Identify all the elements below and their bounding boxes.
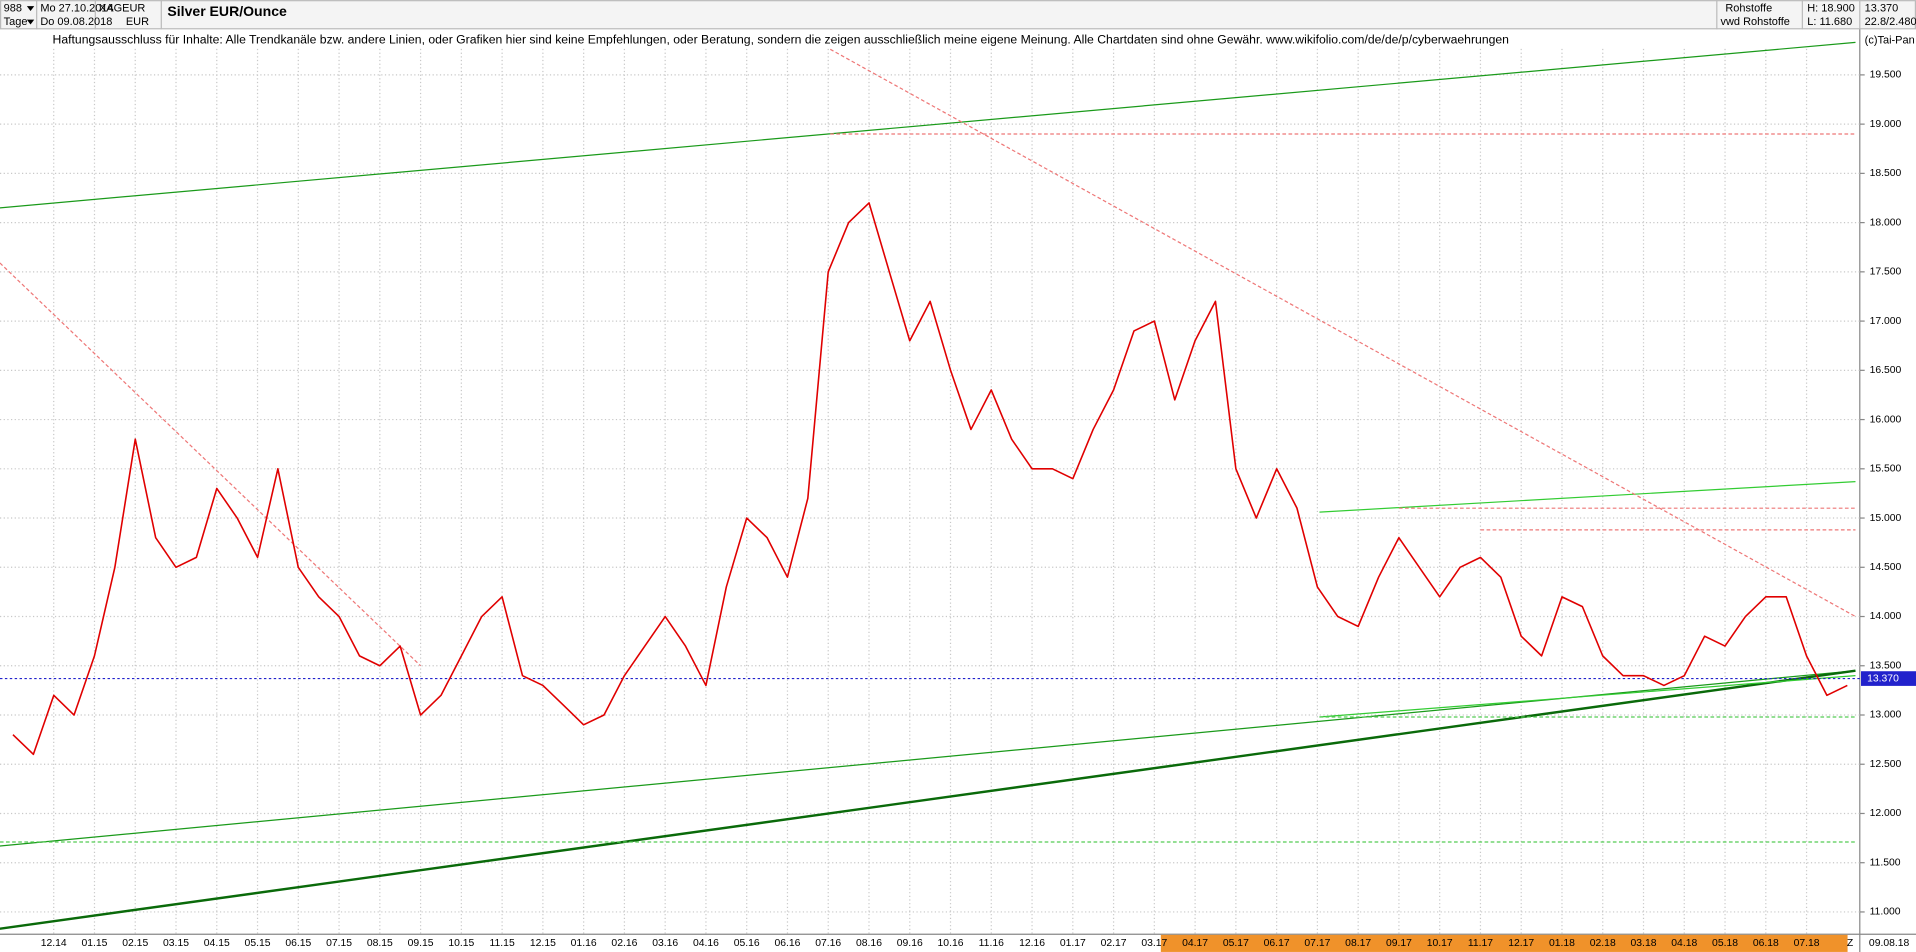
x-tick-label: 05.15 <box>245 938 271 949</box>
x-tick-label: 07.15 <box>326 938 352 949</box>
last-value-label: 13.370 <box>1867 673 1899 684</box>
date-to: Do 09.08.2018 <box>40 16 112 28</box>
x-tick-label: 08.17 <box>1345 938 1371 949</box>
x-tick-label: 03.18 <box>1631 938 1657 949</box>
currency: EUR <box>126 16 149 28</box>
x-tick-label: 06.15 <box>285 938 311 949</box>
x-tick-label: 09.17 <box>1386 938 1412 949</box>
x-tick-label: 10.16 <box>938 938 964 949</box>
info: 22.8/2.480 <box>1865 16 1916 28</box>
last-price: 13.370 <box>1865 3 1899 15</box>
x-tick-label: 01.16 <box>571 938 597 949</box>
count-select[interactable]: 988 <box>4 3 22 15</box>
y-tick-label: 11.000 <box>1870 907 1901 918</box>
source: vwd Rohstoffe <box>1720 16 1789 28</box>
y-tick-label: 17.500 <box>1870 267 1902 278</box>
x-tick-label: 06.18 <box>1753 938 1779 949</box>
x-tick-label: 09.16 <box>897 938 923 949</box>
x-tick-label: 04.15 <box>204 938 230 949</box>
x-tick-label: 11.17 <box>1468 938 1493 949</box>
y-tick-label: 12.500 <box>1870 759 1902 770</box>
header-bar <box>0 0 1916 30</box>
price-line <box>12 202 1848 756</box>
x-tick-label: 08.16 <box>856 938 882 949</box>
chart-title: Silver EUR/Ounce <box>167 3 287 19</box>
period-select[interactable]: Tage <box>4 16 28 28</box>
end-marker: Z <box>1847 938 1854 949</box>
y-tick-label: 18.000 <box>1870 217 1902 228</box>
x-tick-label: 05.16 <box>734 938 760 949</box>
copyright: (c)Tai-Pan <box>1865 34 1915 46</box>
x-tick-label: 12.17 <box>1508 938 1534 949</box>
x-tick-label: 05.18 <box>1712 938 1738 949</box>
y-tick-label: 15.000 <box>1870 513 1902 524</box>
low: L: 11.680 <box>1807 16 1852 28</box>
x-tick-label: 12.16 <box>1019 938 1045 949</box>
x-tick-label: 07.16 <box>815 938 841 949</box>
x-tick-label: 02.17 <box>1101 938 1127 949</box>
x-tick-label: 01.15 <box>81 938 107 949</box>
x-tick-label: 12.14 <box>41 938 67 949</box>
x-tick-label: 04.17 <box>1182 938 1208 949</box>
y-tick-label: 14.000 <box>1870 611 1902 622</box>
plot <box>0 41 1860 930</box>
end-date: 09.08.18 <box>1869 938 1910 949</box>
y-tick-label: 19.000 <box>1870 119 1902 130</box>
dropdown-arrow[interactable] <box>26 6 35 12</box>
x-tick-label: 07.17 <box>1304 938 1330 949</box>
trend-line <box>0 669 1856 930</box>
y-tick-label: 14.500 <box>1870 562 1902 573</box>
x-tick-label: 03.17 <box>1141 938 1167 949</box>
x-tick-label: 04.18 <box>1671 938 1697 949</box>
x-tick-label: 02.18 <box>1590 938 1616 949</box>
y-tick-label: 15.500 <box>1870 464 1902 475</box>
x-tick-label: 02.15 <box>122 938 148 949</box>
y-tick-label: 13.500 <box>1870 660 1902 671</box>
disclaimer: Haftungsausschluss für Inhalte: Alle Tre… <box>53 33 1509 47</box>
x-tick-label: 01.17 <box>1060 938 1086 949</box>
x-tick-label: 02.16 <box>611 938 637 949</box>
x-tick-label: 12.15 <box>530 938 556 949</box>
x-tick-label: 06.17 <box>1264 938 1290 949</box>
high: H: 18.900 <box>1807 3 1855 15</box>
trend-line <box>1319 674 1856 718</box>
x-axis-highlight <box>1160 934 1848 952</box>
symbol: XAGEUR <box>99 3 145 15</box>
trend-line <box>1319 480 1856 513</box>
y-tick-label: 19.500 <box>1870 70 1902 81</box>
y-tick-label: 18.500 <box>1870 168 1902 179</box>
x-tick-label: 10.15 <box>448 938 474 949</box>
trend-line <box>0 262 422 667</box>
x-tick-label: 11.15 <box>490 938 515 949</box>
y-tick-label: 11.500 <box>1870 857 1901 868</box>
x-tick-label: 03.15 <box>163 938 189 949</box>
last-value-box <box>1861 671 1916 686</box>
y-tick-label: 16.500 <box>1870 365 1902 376</box>
x-tick-label: 07.18 <box>1794 938 1820 949</box>
dropdown-arrow[interactable] <box>26 19 35 25</box>
y-tick-label: 17.000 <box>1870 316 1902 327</box>
x-tick-label: 03.16 <box>652 938 678 949</box>
y-tick-label: 12.000 <box>1870 808 1902 819</box>
trend-line <box>0 41 1856 209</box>
x-tick-label: 06.16 <box>774 938 800 949</box>
x-tick-label: 04.16 <box>693 938 719 949</box>
x-tick-label: 09.15 <box>408 938 434 949</box>
x-tick-label: 01.18 <box>1549 938 1575 949</box>
x-tick-label: 08.15 <box>367 938 393 949</box>
x-tick-label: 10.17 <box>1427 938 1453 949</box>
group: Rohstoffe <box>1725 3 1772 15</box>
date-from: Mo 27.10.2014 <box>40 3 113 15</box>
y-tick-label: 13.000 <box>1870 710 1902 721</box>
x-tick-label: 11.16 <box>979 938 1004 949</box>
grid <box>0 48 1865 934</box>
y-tick-label: 16.000 <box>1870 414 1902 425</box>
x-tick-label: 05.17 <box>1223 938 1249 949</box>
labels: 11.000 11.500 12.000 12.500 13.000 13.500 14.0… <box>41 70 1916 949</box>
